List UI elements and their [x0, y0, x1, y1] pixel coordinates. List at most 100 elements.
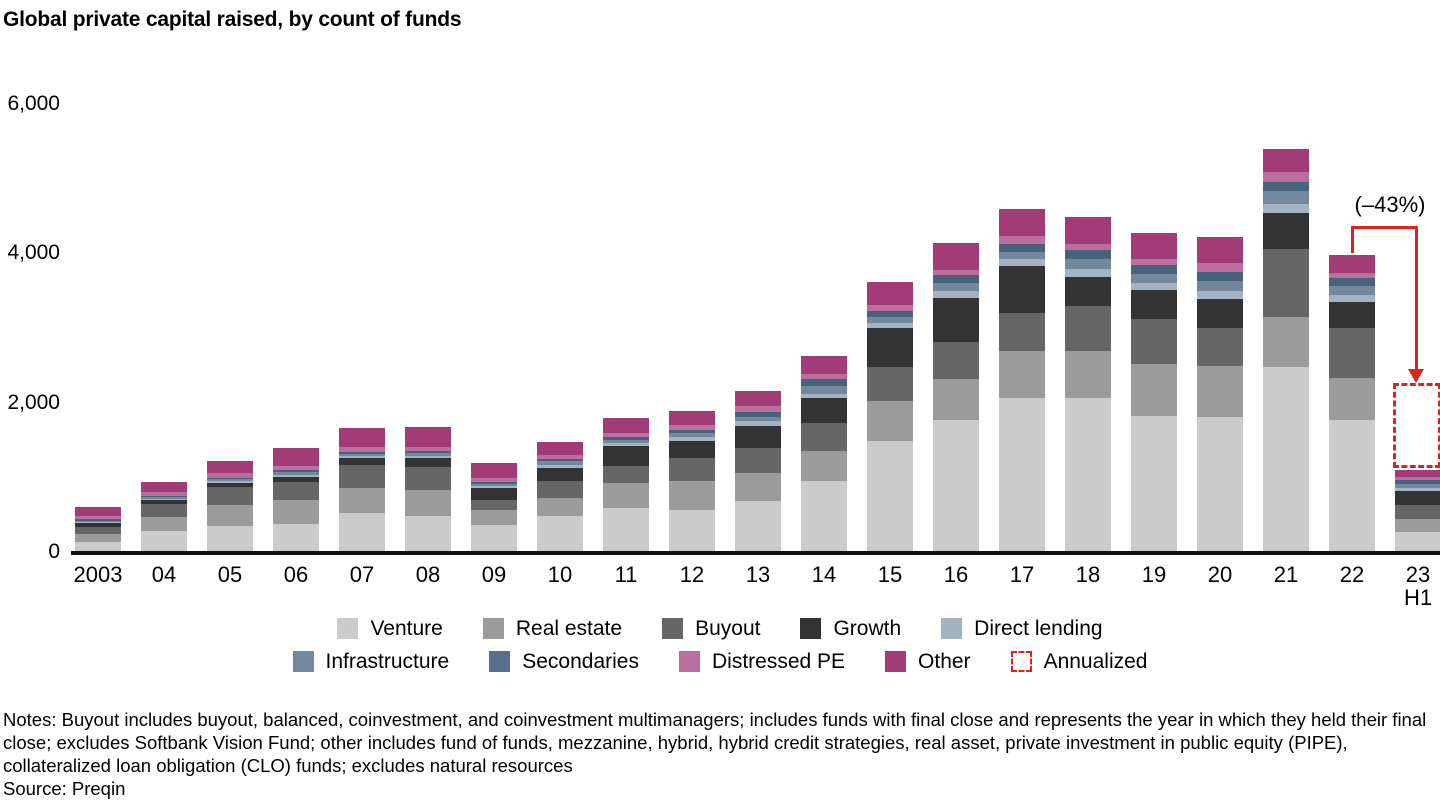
bar-segment — [537, 481, 583, 498]
bar-segment — [207, 461, 253, 473]
bar-segment — [273, 477, 319, 482]
bar-segment — [1131, 259, 1177, 265]
chart-legend: Venture Real estate Buyout Growth Direct len… — [0, 612, 1440, 678]
legend-item: Secondaries — [489, 650, 639, 674]
bar-segment — [1197, 299, 1243, 328]
x-tick-label: 22 — [1339, 562, 1365, 587]
legend-label: Direct lending — [974, 616, 1103, 640]
legend-swatch-icon — [292, 651, 314, 672]
bar-segment — [1065, 306, 1111, 351]
bar-segment — [603, 466, 649, 483]
bar-segment — [999, 351, 1045, 398]
bar-segment — [1329, 286, 1375, 295]
x-tick-label: 18 — [1075, 562, 1101, 587]
x-tick-label: 07 — [349, 562, 375, 587]
bar-segment — [1263, 204, 1309, 213]
legend-label: Venture — [370, 616, 443, 640]
x-tick-label: 12 — [679, 562, 705, 587]
legend-item: Venture — [337, 616, 443, 641]
bar-segment — [735, 448, 781, 473]
bar-segment — [339, 488, 385, 513]
x-tick-label: 06 — [283, 562, 309, 587]
bar-segment — [537, 516, 583, 551]
bar-segment — [471, 463, 517, 478]
bar-segment — [999, 236, 1045, 244]
bar-segment — [603, 418, 649, 433]
x-tick-label: 08 — [415, 562, 441, 587]
bar-segment — [405, 453, 451, 456]
bar-segment — [1329, 420, 1375, 551]
bar-segment — [75, 516, 121, 519]
bar-segment — [933, 342, 979, 379]
bar-segment — [75, 519, 121, 521]
bar-segment — [603, 508, 649, 551]
legend-swatch-icon — [662, 618, 684, 639]
legend-label: Growth — [833, 616, 902, 640]
bar-segment — [735, 421, 781, 426]
bar-segment — [1065, 269, 1111, 277]
chart-title: Global private capital raised, by count … — [3, 8, 462, 31]
bar-segment — [405, 458, 451, 467]
annotation-arrow-head-icon — [1408, 369, 1424, 383]
bar-segment — [471, 478, 517, 482]
bar-segment — [867, 401, 913, 441]
bar-segment — [1329, 302, 1375, 328]
bar-segment — [339, 428, 385, 447]
bar-segment — [999, 313, 1045, 351]
legend-dashed-box-icon — [1010, 651, 1032, 672]
bar-segment — [339, 458, 385, 465]
x-tick-label: 20 — [1207, 562, 1233, 587]
bar-segment — [273, 524, 319, 551]
x-tick-label: 15 — [877, 562, 903, 587]
bar-segment — [471, 525, 517, 551]
bar-segment — [1197, 263, 1243, 272]
bar-segment — [867, 282, 913, 305]
bar-segment — [867, 441, 913, 551]
bar-segment — [801, 451, 847, 481]
bar-segment — [1329, 273, 1375, 278]
bar-segment — [603, 440, 649, 443]
legend-label: Infrastructure — [325, 649, 450, 673]
bar-segment — [1131, 319, 1177, 364]
bar-segment — [933, 420, 979, 551]
bar-segment — [867, 305, 913, 311]
x-tick-sublabel: H1 — [1403, 585, 1433, 610]
bar-segment — [801, 481, 847, 551]
bar-segment — [1263, 213, 1309, 249]
legend-swatch-icon — [337, 618, 359, 639]
bar-segment — [1263, 149, 1309, 172]
bar-segment — [933, 270, 979, 275]
x-tick-label: 23 H1 — [1385, 563, 1440, 609]
bar-segment — [669, 441, 715, 458]
bar-segment — [537, 455, 583, 459]
bar-segment — [603, 443, 649, 446]
legend-label: Other — [918, 649, 971, 673]
bar-segment — [537, 442, 583, 455]
bar-segment — [1197, 417, 1243, 551]
bar-segment — [1329, 278, 1375, 286]
legend-label: Buyout — [695, 616, 761, 640]
bar-segment — [339, 513, 385, 551]
legend-item: Infrastructure — [292, 649, 450, 674]
bar-segment — [207, 487, 253, 505]
bar-segment — [471, 510, 517, 525]
legend-swatch-icon — [885, 651, 907, 672]
bar-segment — [999, 244, 1045, 252]
bar-segment — [801, 394, 847, 398]
legend-row: Venture Real estate Buyout Growth Direct len… — [0, 612, 1440, 645]
bar-segment — [141, 500, 187, 504]
bar-segment — [1065, 250, 1111, 259]
bar-segment — [867, 323, 913, 328]
bar-segment — [1395, 505, 1440, 519]
legend-label: Distressed PE — [711, 649, 846, 673]
bar-segment — [1131, 416, 1177, 551]
bar-segment — [735, 501, 781, 551]
bar-segment — [1395, 491, 1440, 505]
bar-segment — [471, 482, 517, 484]
bar-segment — [471, 500, 517, 510]
bar-segment — [141, 499, 187, 500]
x-tick-label: 04 — [151, 562, 177, 587]
bar-segment — [141, 504, 187, 517]
legend-item: Distressed PE — [678, 649, 846, 674]
bar-segment — [273, 500, 319, 524]
